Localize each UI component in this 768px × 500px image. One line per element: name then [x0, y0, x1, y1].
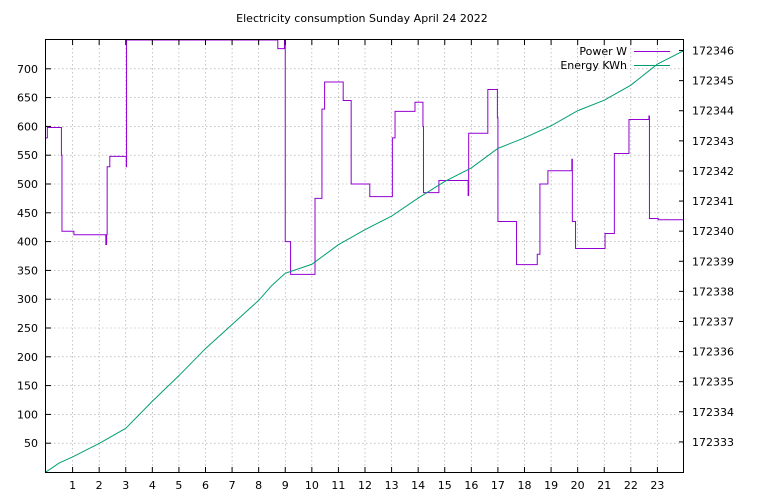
y2-tick-label: 172337 — [692, 315, 734, 328]
x-tick-label: 2 — [96, 479, 103, 492]
y2-tick-label: 172333 — [692, 436, 734, 449]
y-tick-label: 450 — [17, 207, 38, 220]
x-tick-label: 11 — [331, 479, 345, 492]
y-tick-label: 500 — [17, 178, 38, 191]
grid-layer — [46, 40, 684, 472]
ticks-layer: 1 2 3 4 5 6 7 8 9 10 11 12 13 14 15 16 17 18 19 20 21 22 23501… — [17, 40, 734, 492]
y-tick-label: 700 — [17, 63, 38, 76]
y2-tick-label: 172339 — [692, 255, 734, 268]
x-tick-label: 22 — [624, 479, 638, 492]
x-tick-label: 9 — [282, 479, 289, 492]
x-tick-label: 19 — [544, 479, 558, 492]
series-layer — [46, 40, 684, 472]
chart-title: Electricity consumption Sunday April 24 … — [236, 12, 488, 25]
y-tick-label: 300 — [17, 293, 38, 306]
y-tick-label: 50 — [24, 437, 38, 450]
x-tick-label: 23 — [650, 479, 664, 492]
y-tick-label: 400 — [17, 236, 38, 249]
x-tick-label: 10 — [305, 479, 319, 492]
y2-tick-label: 172342 — [692, 165, 734, 178]
y2-tick-label: 172346 — [692, 45, 734, 58]
y-tick-label: 550 — [17, 149, 38, 162]
y2-tick-label: 172344 — [692, 105, 734, 118]
x-tick-label: 8 — [255, 479, 262, 492]
x-tick-label: 13 — [385, 479, 399, 492]
x-tick-label: 7 — [229, 479, 236, 492]
x-tick-label: 12 — [358, 479, 372, 492]
y2-tick-label: 172341 — [692, 195, 734, 208]
x-tick-label: 21 — [597, 479, 611, 492]
series-line-energy — [46, 50, 684, 472]
series-line-power — [46, 40, 684, 275]
y2-tick-label: 172336 — [692, 346, 734, 359]
y-tick-label: 650 — [17, 92, 38, 105]
y-tick-label: 100 — [17, 408, 38, 421]
legend-label-power: Power W — [579, 45, 627, 58]
y-tick-label: 150 — [17, 380, 38, 393]
y-tick-label: 350 — [17, 264, 38, 277]
chart-legend: Power W Energy KWh — [560, 45, 670, 72]
x-tick-label: 18 — [518, 479, 532, 492]
y-tick-label: 600 — [17, 120, 38, 133]
y2-tick-label: 172343 — [692, 135, 734, 148]
legend-label-energy: Energy KWh — [560, 59, 627, 72]
x-tick-label: 20 — [571, 479, 585, 492]
x-tick-label: 6 — [202, 479, 209, 492]
y2-tick-label: 172345 — [692, 75, 734, 88]
x-tick-label: 5 — [175, 479, 182, 492]
x-tick-label: 14 — [411, 479, 425, 492]
x-tick-label: 3 — [122, 479, 129, 492]
x-tick-label: 15 — [438, 479, 452, 492]
x-tick-label: 17 — [491, 479, 505, 492]
y2-tick-label: 172334 — [692, 406, 734, 419]
y2-tick-label: 172340 — [692, 225, 734, 238]
y-tick-label: 250 — [17, 322, 38, 335]
x-tick-label: 16 — [464, 479, 478, 492]
y2-tick-label: 172335 — [692, 376, 734, 389]
x-tick-label: 4 — [149, 479, 156, 492]
plot-frame — [45, 39, 684, 473]
x-tick-label: 1 — [69, 479, 76, 492]
y2-tick-label: 172338 — [692, 285, 734, 298]
y-tick-label: 200 — [17, 351, 38, 364]
